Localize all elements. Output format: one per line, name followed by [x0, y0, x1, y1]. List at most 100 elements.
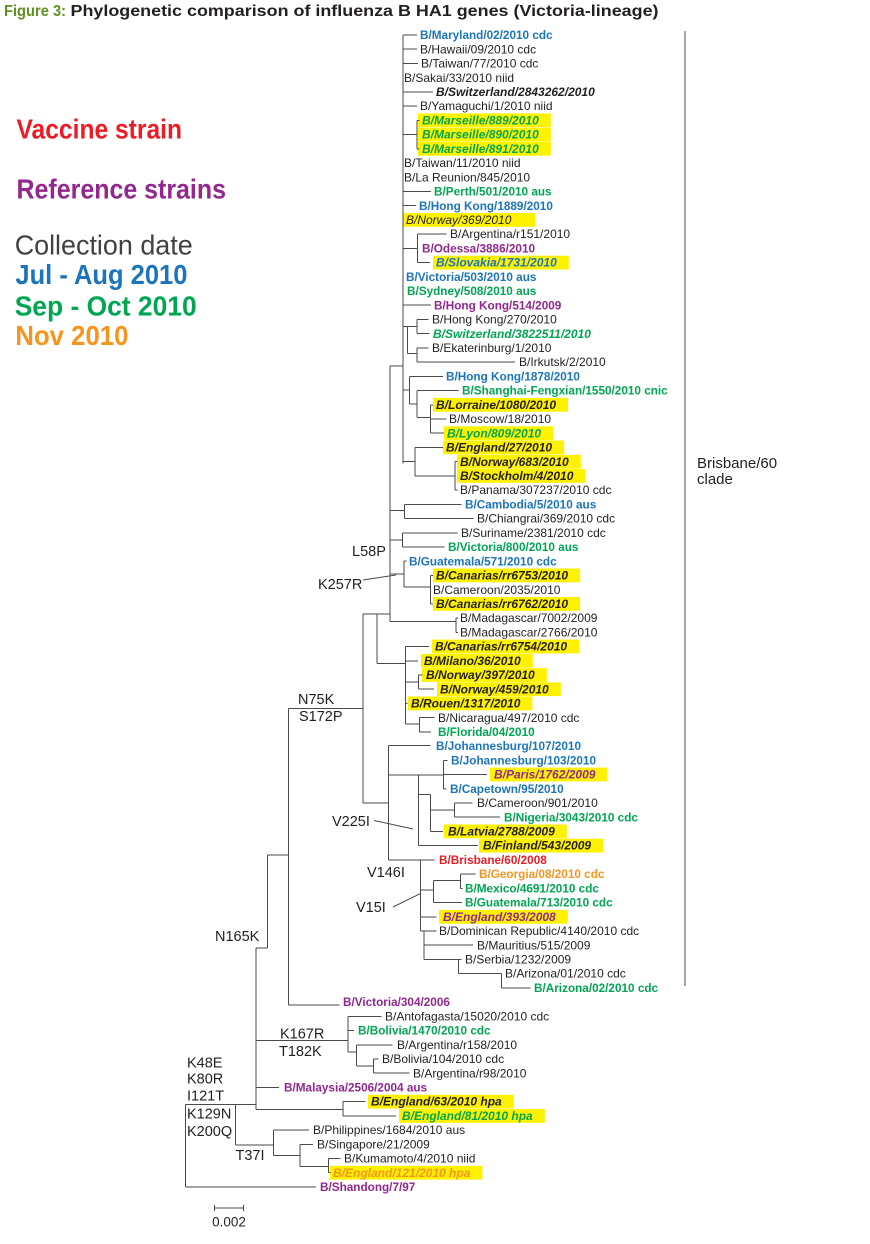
- svg-text:B/Odessa/3886/2010: B/Odessa/3886/2010: [422, 242, 535, 255]
- svg-text:B/Shanghai-Fengxian/1550/2010: B/Shanghai-Fengxian/1550/2010 cnic: [462, 385, 668, 398]
- svg-text:B/Norway/397/2010: B/Norway/397/2010: [426, 668, 535, 682]
- svg-text:B/Philippines/1684/2010 aus: B/Philippines/1684/2010 aus: [313, 1123, 465, 1137]
- svg-text:Phylogenetic comparison of inf: Phylogenetic comparison of influenza B H…: [71, 3, 659, 20]
- svg-text:B/Latvia/2788/2009: B/Latvia/2788/2009: [448, 825, 555, 839]
- svg-text:Nov 2010: Nov 2010: [15, 320, 128, 351]
- svg-text:B/Victoria/800/2010 aus: B/Victoria/800/2010 aus: [448, 541, 579, 554]
- svg-text:B/Canarias/rr6754/2010: B/Canarias/rr6754/2010: [435, 640, 567, 654]
- svg-text:B/Argentina/r98/2010: B/Argentina/r98/2010: [413, 1066, 527, 1080]
- svg-text:K167R: K167R: [280, 1027, 324, 1043]
- svg-text:B/Marseille/890/2010: B/Marseille/890/2010: [422, 128, 539, 142]
- svg-text:B/Stockholm/4/2010: B/Stockholm/4/2010: [460, 469, 574, 483]
- svg-text:B/Georgia/08/2010 cdc: B/Georgia/08/2010 cdc: [479, 868, 605, 881]
- svg-text:V15I: V15I: [356, 900, 386, 916]
- svg-text:I121T: I121T: [187, 1089, 224, 1105]
- svg-text:B/England/393/2008: B/England/393/2008: [443, 910, 556, 924]
- svg-text:B/Maryland/02/2010 cdc: B/Maryland/02/2010 cdc: [420, 29, 553, 42]
- svg-text:N75K: N75K: [298, 692, 335, 708]
- svg-text:B/Hong Kong/270/2010: B/Hong Kong/270/2010: [432, 313, 557, 327]
- svg-text:B/Irkutsk/2/2010: B/Irkutsk/2/2010: [519, 355, 606, 369]
- svg-text:B/Argentina/r151/2010: B/Argentina/r151/2010: [450, 227, 570, 241]
- svg-text:Vaccine strain: Vaccine strain: [17, 114, 183, 145]
- svg-text:B/Argentina/r158/2010: B/Argentina/r158/2010: [397, 1038, 517, 1052]
- svg-text:T182K: T182K: [279, 1044, 322, 1060]
- svg-text:B/Malaysia/2506/2004 aus: B/Malaysia/2506/2004 aus: [284, 1082, 428, 1095]
- svg-text:B/England/27/2010: B/England/27/2010: [446, 441, 552, 455]
- svg-text:B/Slovakia/1731/2010: B/Slovakia/1731/2010: [436, 256, 557, 270]
- svg-text:T37I: T37I: [236, 1148, 265, 1164]
- svg-text:B/Singapore/21/2009: B/Singapore/21/2009: [317, 1137, 430, 1151]
- svg-text:B/Mexico/4691/2010 cdc: B/Mexico/4691/2010 cdc: [465, 882, 599, 895]
- svg-text:S172P: S172P: [299, 709, 343, 725]
- svg-text:B/England/121/2010 hpa: B/England/121/2010 hpa: [333, 1166, 471, 1180]
- svg-text:B/Madagascar/2766/2010: B/Madagascar/2766/2010: [460, 625, 598, 639]
- svg-text:B/England/81/2010 hpa: B/England/81/2010 hpa: [402, 1109, 533, 1123]
- svg-text:V146I: V146I: [367, 865, 405, 881]
- svg-text:B/Capetown/95/2010: B/Capetown/95/2010: [450, 783, 564, 796]
- svg-text:B/Johannesburg/107/2010: B/Johannesburg/107/2010: [436, 740, 581, 753]
- svg-text:B/Victoria/304/2006: B/Victoria/304/2006: [343, 996, 450, 1009]
- svg-text:B/Victoria/503/2010 aus: B/Victoria/503/2010 aus: [406, 271, 537, 284]
- svg-text:B/Rouen/1317/2010: B/Rouen/1317/2010: [411, 697, 521, 711]
- svg-text:K257R: K257R: [318, 577, 362, 593]
- svg-text:B/Madagascar/7002/2009: B/Madagascar/7002/2009: [460, 611, 598, 625]
- svg-text:B/Dominican Republic/4140/2010: B/Dominican Republic/4140/2010 cdc: [439, 924, 639, 938]
- svg-text:B/Lorraine/1080/2010: B/Lorraine/1080/2010: [436, 398, 556, 412]
- svg-text:Brisbane/60: Brisbane/60: [697, 455, 777, 472]
- svg-text:B/Paris/1762/2009: B/Paris/1762/2009: [494, 768, 596, 782]
- svg-text:Sep - Oct 2010: Sep - Oct 2010: [15, 290, 197, 321]
- svg-text:B/Arizona/02/2010 cdc: B/Arizona/02/2010 cdc: [534, 982, 659, 995]
- svg-text:B/Hong Kong/1889/2010: B/Hong Kong/1889/2010: [419, 200, 553, 213]
- svg-text:B/Mauritius/515/2009: B/Mauritius/515/2009: [477, 938, 591, 952]
- svg-text:B/Canarias/rr6753/2010: B/Canarias/rr6753/2010: [436, 569, 568, 583]
- svg-text:B/Cameroon/2035/2010: B/Cameroon/2035/2010: [433, 583, 561, 597]
- svg-text:B/Shandong/7/97: B/Shandong/7/97: [320, 1181, 416, 1194]
- svg-text:Jul - Aug 2010: Jul - Aug 2010: [15, 259, 187, 290]
- svg-text:B/Cameroon/901/2010: B/Cameroon/901/2010: [477, 796, 598, 810]
- svg-text:K48E: K48E: [187, 1056, 223, 1072]
- svg-text:B/Bolivia/104/2010 cdc: B/Bolivia/104/2010 cdc: [382, 1052, 504, 1066]
- svg-text:B/Milano/36/2010: B/Milano/36/2010: [424, 654, 521, 668]
- svg-text:B/Taiwan/11/2010 niid: B/Taiwan/11/2010 niid: [404, 156, 521, 170]
- svg-text:B/Switzerland/2843262/2010: B/Switzerland/2843262/2010: [436, 85, 595, 99]
- svg-text:B/Yamaguchi/1/2010 niid: B/Yamaguchi/1/2010 niid: [420, 99, 553, 113]
- svg-text:B/Taiwan/77/2010 cdc: B/Taiwan/77/2010 cdc: [421, 57, 538, 71]
- svg-text:B/Nigeria/3043/2010 cdc: B/Nigeria/3043/2010 cdc: [504, 811, 638, 824]
- svg-text:B/Norway/459/2010: B/Norway/459/2010: [440, 682, 549, 696]
- svg-text:B/Cambodia/5/2010 aus: B/Cambodia/5/2010 aus: [465, 498, 597, 511]
- svg-text:B/Switzerland/3822511/2010: B/Switzerland/3822511/2010: [433, 327, 591, 341]
- svg-text:B/Arizona/01/2010 cdc: B/Arizona/01/2010 cdc: [505, 967, 626, 981]
- svg-text:B/Antofagasta/15020/2010 cdc: B/Antofagasta/15020/2010 cdc: [385, 1009, 549, 1023]
- svg-text:V225I: V225I: [332, 814, 370, 830]
- svg-text:K80R: K80R: [187, 1072, 223, 1088]
- svg-text:Figure 3:: Figure 3:: [4, 3, 66, 20]
- svg-text:B/Marseille/889/2010: B/Marseille/889/2010: [422, 113, 539, 127]
- svg-text:B/Perth/501/2010 aus: B/Perth/501/2010 aus: [434, 186, 552, 199]
- svg-text:B/Marseille/891/2010: B/Marseille/891/2010: [422, 142, 539, 156]
- svg-text:B/Chiangrai/369/2010 cdc: B/Chiangrai/369/2010 cdc: [477, 512, 615, 526]
- svg-text:B/Bolivia/1470/2010 cdc: B/Bolivia/1470/2010 cdc: [358, 1025, 491, 1038]
- svg-text:K200Q: K200Q: [187, 1124, 232, 1140]
- svg-text:B/Moscow/18/2010: B/Moscow/18/2010: [449, 412, 551, 426]
- svg-text:B/Suriname/2381/2010 cdc: B/Suriname/2381/2010 cdc: [461, 526, 606, 540]
- svg-text:B/Panama/307237/2010 cdc: B/Panama/307237/2010 cdc: [460, 483, 611, 497]
- svg-text:B/Brisbane/60/2008: B/Brisbane/60/2008: [439, 854, 547, 867]
- svg-text:B/Guatemala/571/2010 cdc: B/Guatemala/571/2010 cdc: [409, 555, 557, 568]
- svg-text:B/Kumamoto/4/2010 niid: B/Kumamoto/4/2010 niid: [344, 1152, 475, 1166]
- svg-text:B/Ekaterinburg/1/2010: B/Ekaterinburg/1/2010: [432, 341, 552, 355]
- svg-text:B/Nicaragua/497/2010 cdc: B/Nicaragua/497/2010 cdc: [438, 711, 579, 725]
- svg-text:B/Norway/369/2010: B/Norway/369/2010: [406, 213, 512, 227]
- svg-text:B/Hong Kong/514/2009: B/Hong Kong/514/2009: [434, 299, 562, 312]
- svg-text:B/La Reunion/845/2010: B/La Reunion/845/2010: [404, 170, 530, 184]
- svg-text:B/Guatemala/713/2010 cdc: B/Guatemala/713/2010 cdc: [465, 897, 613, 910]
- svg-text:B/Sakai/33/2010 niid: B/Sakai/33/2010 niid: [404, 71, 514, 85]
- svg-text:B/Florida/04/2010: B/Florida/04/2010: [438, 726, 535, 739]
- svg-text:B/Finland/543/2009: B/Finland/543/2009: [483, 839, 591, 853]
- svg-text:B/Canarias/rr6762/2010: B/Canarias/rr6762/2010: [436, 597, 568, 611]
- svg-text:N165K: N165K: [215, 929, 260, 945]
- svg-text:B/Norway/683/2010: B/Norway/683/2010: [460, 455, 569, 469]
- svg-text:Reference strains: Reference strains: [17, 174, 227, 205]
- svg-text:0.002: 0.002: [212, 1215, 246, 1230]
- svg-text:B/Serbia/1232/2009: B/Serbia/1232/2009: [465, 953, 571, 967]
- svg-text:B/Lyon/809/2010: B/Lyon/809/2010: [447, 426, 541, 440]
